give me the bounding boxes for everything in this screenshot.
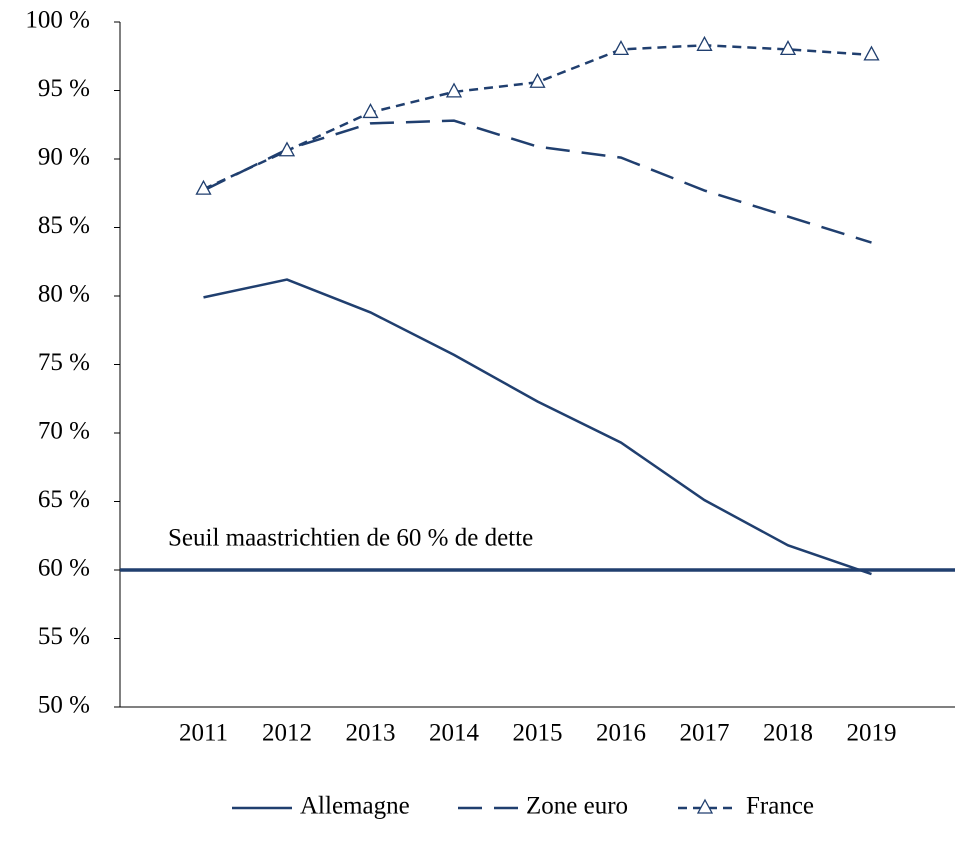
y-tick-label: 70 % [38, 418, 90, 445]
x-tick-label: 2019 [847, 720, 897, 747]
point-marker [779, 40, 797, 56]
series-line [203, 278, 872, 576]
y-tick-label: 50 % [38, 692, 90, 719]
point-marker [529, 72, 546, 88]
legend-label: Allemagne [300, 793, 410, 820]
legend-marker [696, 798, 714, 814]
y-tick-label: 60 % [38, 555, 90, 582]
x-tick-label: 2018 [763, 720, 813, 747]
y-tick-label: 85 % [38, 212, 90, 239]
x-tick-label: 2012 [262, 720, 312, 747]
x-tick-label: 2017 [680, 720, 730, 747]
point-marker [612, 40, 630, 56]
reference-label: Seuil maastrichtien de 60 % de dette [168, 525, 533, 552]
x-tick-label: 2015 [513, 720, 563, 747]
x-tick-label: 2014 [429, 720, 480, 747]
point-marker [696, 35, 713, 51]
y-tick-label: 80 % [38, 281, 90, 308]
point-marker [445, 82, 463, 98]
x-tick-label: 2016 [596, 720, 646, 747]
y-tick-label: 95 % [38, 75, 90, 102]
y-tick-label: 75 % [38, 349, 90, 376]
x-tick-label: 2013 [346, 720, 396, 747]
series-line [202, 119, 872, 244]
y-tick-label: 100 % [25, 7, 90, 34]
x-tick-label: 2011 [179, 720, 228, 747]
point-marker [863, 45, 880, 61]
y-tick-label: 90 % [38, 144, 90, 171]
point-marker [362, 103, 379, 119]
y-tick-label: 55 % [38, 623, 90, 650]
series-line [202, 44, 872, 191]
point-marker [195, 179, 212, 195]
y-tick-label: 65 % [38, 486, 90, 513]
legend-label: Zone euro [526, 793, 628, 820]
legend-label: France [746, 793, 814, 820]
point-marker [278, 141, 296, 157]
